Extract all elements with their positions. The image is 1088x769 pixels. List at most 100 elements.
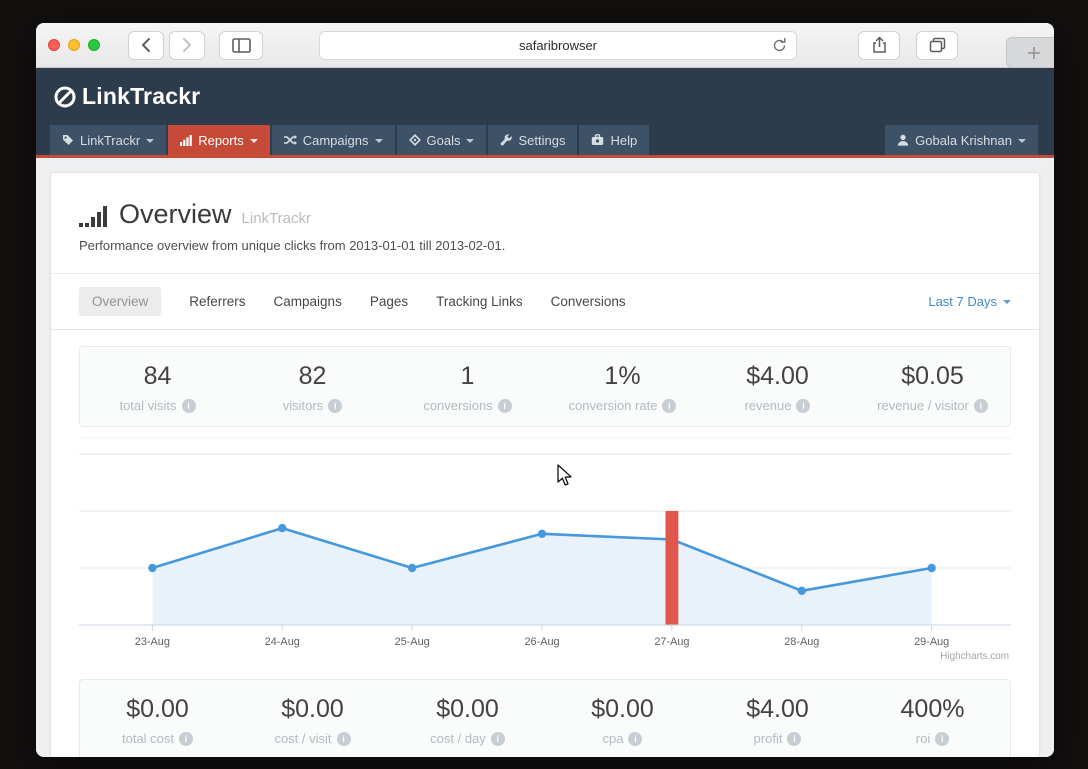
shuffle-icon <box>283 135 297 145</box>
app-logo[interactable]: LinkTrackr <box>52 83 200 110</box>
stat-conversions: 1 conversions <box>390 362 545 413</box>
highcharts-credit[interactable]: Highcharts.com <box>940 651 1009 662</box>
page-title-block: Overview LinkTrackr Performance overview… <box>51 173 1039 273</box>
tab-campaigns[interactable]: Campaigns <box>273 294 342 309</box>
chart-x-label: 25-Aug <box>395 636 430 648</box>
info-icon[interactable] <box>181 398 196 413</box>
nav-label: Settings <box>518 132 566 148</box>
chart-x-label: 26-Aug <box>524 636 559 648</box>
tab-overview[interactable]: Overview <box>79 287 162 316</box>
user-menu[interactable]: Gobala Krishnan <box>885 125 1038 155</box>
info-icon[interactable] <box>796 398 811 413</box>
plus-icon <box>1028 46 1040 59</box>
chart-x-label: 23-Aug <box>135 636 170 648</box>
chart-point-marker <box>407 563 417 573</box>
stat-cost-per-visit: $0.00 cost / visit <box>235 695 390 746</box>
stat-value: $0.00 <box>591 695 654 723</box>
browser-titlebar <box>36 23 1054 68</box>
nav-label: Campaigns <box>302 132 369 148</box>
period-selector[interactable]: Last 7 Days <box>928 294 1011 309</box>
stat-cost-per-day: $0.00 cost / day <box>390 695 545 746</box>
wrench-icon <box>501 134 513 146</box>
address-input[interactable] <box>320 30 796 60</box>
nav-label: Goals <box>426 132 461 148</box>
stat-label: total visits <box>119 398 177 413</box>
back-button[interactable] <box>128 30 164 60</box>
sidebar-toggle-button[interactable] <box>219 30 263 60</box>
caret-down-icon <box>249 138 258 143</box>
stat-value: $0.00 <box>281 695 344 723</box>
reload-button[interactable] <box>771 37 788 59</box>
stat-value: $0.00 <box>436 695 499 723</box>
nav-item-help[interactable]: Help <box>579 125 650 155</box>
page-background: Overview LinkTrackr Performance overview… <box>36 158 1054 757</box>
stat-value: $4.00 <box>746 695 809 723</box>
stat-label: cpa <box>602 731 624 746</box>
new-tab-button[interactable] <box>1006 37 1054 68</box>
stat-value: 84 <box>143 362 172 390</box>
stat-value: 82 <box>298 362 327 390</box>
stat-value: 400% <box>900 695 965 723</box>
address-bar[interactable] <box>319 30 797 60</box>
stat-label: conversion rate <box>568 398 658 413</box>
stat-value: $0.05 <box>901 362 964 390</box>
tab-pages[interactable]: Pages <box>369 294 409 309</box>
share-button[interactable] <box>858 30 900 60</box>
info-icon[interactable] <box>662 398 677 413</box>
stats-row-top: 84 total visits 82 visitors 1 conversion… <box>79 346 1011 427</box>
overview-card: Overview LinkTrackr Performance overview… <box>50 172 1040 757</box>
linktrackr-logo-icon <box>54 86 76 107</box>
info-icon[interactable] <box>787 731 802 746</box>
info-icon[interactable] <box>490 731 505 746</box>
stat-label: conversions <box>423 398 493 413</box>
info-icon[interactable] <box>497 398 512 413</box>
page-subtitle: Performance overview from unique clicks … <box>79 238 506 253</box>
nav-item-reports[interactable]: Reports <box>168 125 270 155</box>
caret-down-icon <box>1003 300 1011 304</box>
chart-column-marker <box>665 511 679 625</box>
nav-item-goals[interactable]: Goals <box>396 125 487 155</box>
reload-icon <box>773 37 786 51</box>
visits-chart[interactable]: Highcharts.com 23-Aug 24-Aug 25-Aug 26-Aug 2… <box>79 437 1011 665</box>
period-label: Last 7 Days <box>928 294 997 309</box>
minimize-window-button[interactable] <box>68 39 80 51</box>
chart-point-marker <box>537 529 547 538</box>
tab-conversions[interactable]: Conversions <box>550 294 626 309</box>
chart-x-label: 28-Aug <box>784 636 819 648</box>
stat-value: $4.00 <box>746 362 809 390</box>
stat-profit: $4.00 profit <box>700 695 855 746</box>
info-icon[interactable] <box>973 398 988 413</box>
bar-chart-icon <box>180 135 193 146</box>
info-icon[interactable] <box>336 731 351 746</box>
stat-revenue-per-visitor: $0.05 revenue / visitor <box>855 362 1010 413</box>
info-icon[interactable] <box>328 398 343 413</box>
stat-label: cost / visit <box>274 731 332 746</box>
tab-referrers[interactable]: Referrers <box>189 294 246 309</box>
share-icon <box>872 36 886 53</box>
caret-down-icon <box>146 138 155 143</box>
caret-down-icon <box>374 138 383 143</box>
stats-row-bottom: $0.00 total cost $0.00 cost / visit $0.0… <box>79 679 1011 757</box>
nav-item-campaigns[interactable]: Campaigns <box>271 125 395 155</box>
stat-label: visitors <box>282 398 324 413</box>
chevron-left-icon <box>142 38 150 52</box>
chart-area-series <box>152 528 932 625</box>
chart-canvas: Highcharts.com 23-Aug 24-Aug 25-Aug 26-Aug 2… <box>79 437 1011 662</box>
stat-value: 1 <box>460 362 475 390</box>
close-window-button[interactable] <box>48 39 60 51</box>
info-icon[interactable] <box>935 731 950 746</box>
info-icon[interactable] <box>179 731 194 746</box>
help-icon <box>592 134 604 145</box>
tab-overview-button[interactable] <box>916 30 958 60</box>
page-title: Overview <box>119 199 232 229</box>
nav-item-settings[interactable]: Settings <box>488 125 578 155</box>
info-icon[interactable] <box>628 731 643 746</box>
nav-item-linktrackr[interactable]: LinkTrackr <box>50 125 167 155</box>
zoom-window-button[interactable] <box>88 39 100 51</box>
user-name: Gobala Krishnan <box>915 132 1012 148</box>
stat-label: total cost <box>121 731 175 746</box>
tab-tracking-links[interactable]: Tracking Links <box>436 294 523 309</box>
forward-button[interactable] <box>169 30 205 60</box>
tag-icon <box>63 135 73 145</box>
nav-label: LinkTrackr <box>80 132 141 148</box>
